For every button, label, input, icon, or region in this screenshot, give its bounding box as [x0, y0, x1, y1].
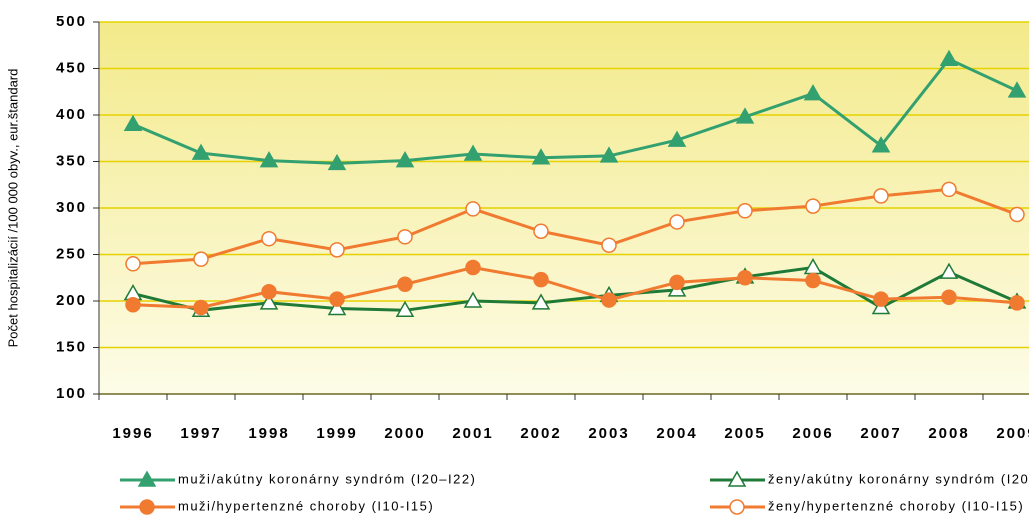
x-tick-label: 2001 — [452, 425, 493, 442]
data-point — [125, 256, 141, 272]
data-point — [941, 181, 957, 198]
x-tick-label: 2000 — [384, 425, 425, 442]
data-point — [327, 298, 347, 316]
data-point — [125, 296, 141, 313]
data-point — [871, 136, 891, 153]
data-point — [1009, 206, 1025, 223]
data-point — [939, 262, 959, 279]
data-point — [329, 242, 345, 258]
data-point — [465, 201, 481, 217]
data-point — [531, 148, 551, 165]
legend-label: muži/hypertenzné choroby (I10-I15) — [178, 498, 434, 513]
y-tick-label: 250 — [56, 245, 87, 262]
x-tick-label: 2003 — [588, 425, 629, 442]
data-point — [803, 84, 823, 101]
data-point — [601, 292, 617, 308]
data-point — [669, 214, 685, 230]
data-point — [463, 144, 483, 161]
y-tick-label: 200 — [56, 292, 87, 309]
x-tick-label: 1999 — [316, 425, 357, 442]
data-point — [1009, 295, 1025, 311]
data-point — [941, 289, 957, 306]
y-axis-label: Počet hospitalizácií /100 000 obyv., eur… — [5, 69, 20, 348]
data-point — [533, 271, 549, 288]
legend-label: muži/akútny koronárny syndróm (I20–I22) — [178, 471, 476, 486]
data-point — [873, 188, 889, 204]
data-point — [805, 198, 821, 214]
x-tick-label: 1998 — [248, 425, 289, 442]
legend-marker — [727, 470, 747, 487]
y-tick-label: 450 — [56, 59, 87, 76]
data-point — [531, 293, 551, 310]
x-tick-label: 1997 — [180, 425, 221, 442]
data-point — [939, 49, 959, 66]
x-tick-label: 2004 — [656, 425, 697, 442]
data-point — [395, 151, 415, 168]
data-point — [735, 107, 755, 124]
x-tick-label: 2002 — [520, 425, 561, 442]
y-tick-label: 350 — [56, 152, 87, 169]
data-point — [737, 203, 753, 219]
data-point — [533, 223, 549, 239]
y-tick-label: 400 — [56, 106, 87, 123]
x-tick-label: 2007 — [860, 425, 901, 442]
x-tick-label: 2005 — [724, 425, 765, 442]
y-tick-label: 500 — [56, 13, 87, 30]
data-point — [329, 291, 345, 307]
series-line — [132, 187, 1018, 266]
data-point — [123, 114, 143, 132]
data-point — [737, 270, 753, 286]
data-point — [397, 276, 413, 293]
data-point — [327, 153, 347, 171]
data-point — [805, 272, 821, 289]
data-point — [667, 130, 687, 147]
data-point — [397, 229, 413, 245]
data-point — [669, 274, 685, 291]
x-tick-label: 2009 — [996, 425, 1029, 442]
data-point — [601, 237, 617, 253]
data-point — [193, 299, 209, 316]
data-point — [465, 259, 481, 276]
data-point — [191, 143, 211, 160]
x-tick-label: 1996 — [112, 425, 153, 442]
data-point — [1007, 81, 1027, 98]
legend-marker — [137, 470, 157, 487]
series-line — [132, 265, 1018, 312]
data-point — [259, 151, 279, 168]
y-tick-label: 100 — [56, 385, 87, 402]
series-line — [132, 57, 1018, 165]
data-point — [259, 293, 279, 310]
y-tick-label: 150 — [56, 338, 87, 355]
legend-label: ženy/hypertenzné choroby (I10-I15) — [768, 498, 1024, 513]
data-point — [261, 283, 277, 300]
data-point — [193, 251, 209, 267]
legend-marker — [139, 499, 155, 515]
data-point — [261, 230, 277, 247]
x-tick-label: 2006 — [792, 425, 833, 442]
series-line — [132, 265, 1018, 310]
data-point — [599, 146, 619, 163]
y-tick-label: 300 — [56, 199, 87, 216]
data-point — [463, 291, 483, 308]
legend-marker — [729, 499, 745, 515]
data-point — [873, 291, 889, 307]
legend-label: ženy/akútny koronárny syndróm (I20–I22) — [768, 471, 1029, 486]
x-tick-label: 2008 — [928, 425, 969, 442]
data-point — [395, 300, 415, 318]
